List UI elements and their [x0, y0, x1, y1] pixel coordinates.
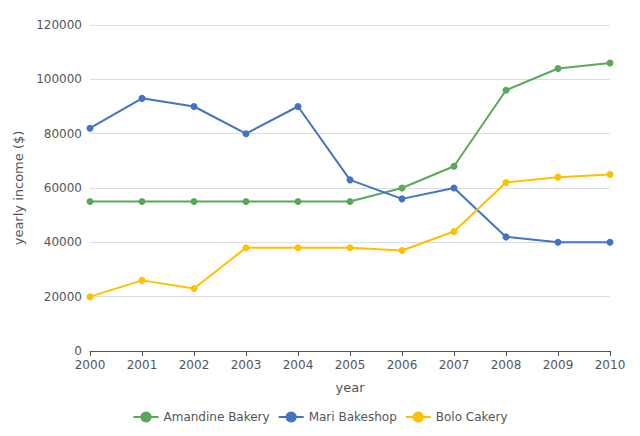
svg-text:2001: 2001	[127, 358, 158, 372]
svg-text:Bolo Cakery: Bolo Cakery	[436, 410, 508, 424]
svg-text:100000: 100000	[36, 72, 82, 86]
svg-text:2006: 2006	[387, 358, 418, 372]
svg-text:Amandine Bakery: Amandine Bakery	[164, 410, 270, 424]
svg-text:2008: 2008	[491, 358, 522, 372]
svg-text:80000: 80000	[44, 127, 82, 141]
svg-text:120000: 120000	[36, 18, 82, 32]
svg-text:0: 0	[74, 344, 82, 358]
svg-text:40000: 40000	[44, 235, 82, 249]
svg-text:2000: 2000	[75, 358, 106, 372]
svg-text:20000: 20000	[44, 290, 82, 304]
svg-text:2004: 2004	[283, 358, 314, 372]
svg-text:year: year	[335, 380, 365, 395]
svg-text:yearly income ($): yearly income ($)	[11, 131, 26, 246]
svg-text:2002: 2002	[179, 358, 210, 372]
svg-text:2003: 2003	[231, 358, 262, 372]
svg-text:2009: 2009	[543, 358, 574, 372]
svg-text:2010: 2010	[595, 358, 626, 372]
svg-text:2005: 2005	[335, 358, 366, 372]
svg-text:Mari Bakeshop: Mari Bakeshop	[309, 410, 397, 424]
svg-text:2007: 2007	[439, 358, 470, 372]
svg-text:60000: 60000	[44, 181, 82, 195]
